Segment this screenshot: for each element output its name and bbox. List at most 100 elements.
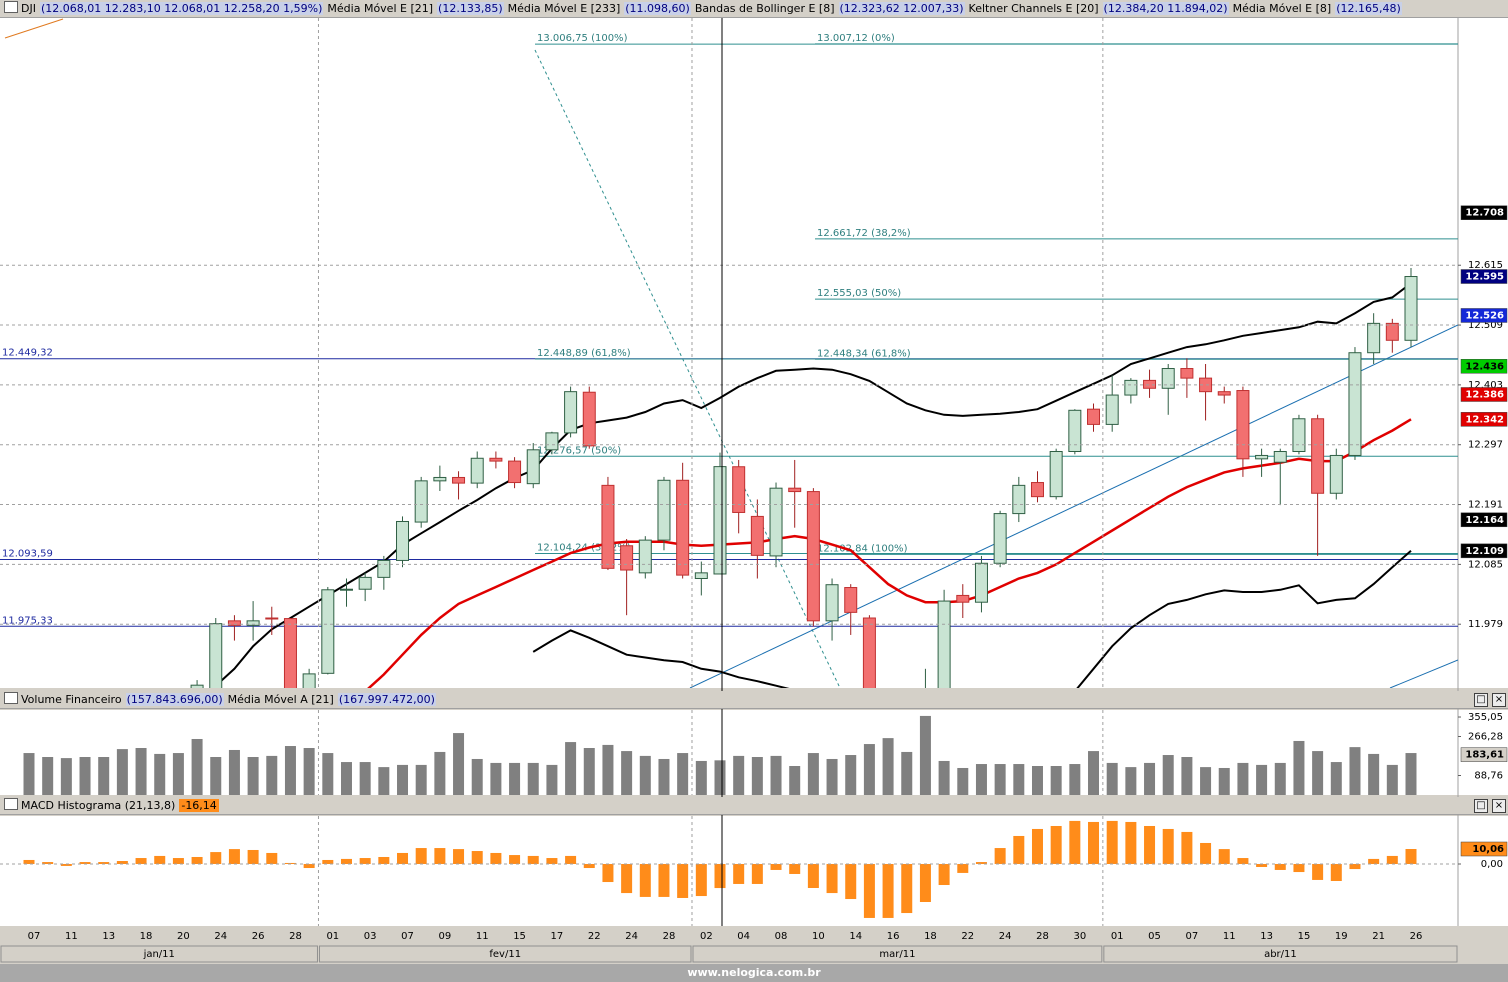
bar	[1330, 863, 1342, 881]
candle-body	[1255, 454, 1269, 460]
y-tick-label: 355,05	[1468, 712, 1503, 723]
macd-plot	[0, 816, 1458, 926]
bar	[1405, 753, 1417, 795]
price-tag-label: 12.342	[1465, 414, 1504, 425]
level-label: 12.093,59	[2, 549, 53, 560]
indicator-value: (167.997.472,00)	[337, 693, 436, 706]
bar	[1050, 766, 1062, 795]
bar	[284, 746, 296, 795]
candle-body	[676, 479, 690, 576]
bar	[957, 863, 969, 873]
y-tick-label: 12.191	[1468, 500, 1503, 511]
bar	[695, 760, 707, 795]
x-tick-label: 24	[625, 931, 638, 942]
y-tick-label: 11.979	[1468, 619, 1503, 630]
bar	[938, 863, 950, 886]
candle-body	[302, 673, 316, 688]
panel-value: -16,14	[179, 799, 219, 812]
x-tick-label: 20	[177, 931, 190, 942]
fib-label: 13.007,12 (0%)	[817, 33, 895, 44]
indicator-value: (12.384,20 11.894,02)	[1102, 2, 1229, 15]
bar	[1218, 849, 1230, 864]
volume-plot	[23, 710, 1417, 795]
maximize-button[interactable]: □	[1474, 799, 1488, 813]
candle-body	[414, 480, 428, 523]
bar	[98, 862, 110, 864]
bar	[116, 861, 128, 864]
candle-body	[582, 391, 596, 447]
x-tick-label: 18	[140, 931, 153, 942]
bar	[1312, 751, 1324, 795]
price-tag-label: 12.708	[1465, 208, 1504, 219]
bar	[1274, 863, 1286, 870]
panel-icon	[4, 692, 18, 704]
bar	[789, 766, 801, 795]
close-button[interactable]: ×	[1492, 799, 1506, 813]
x-tick-label: 28	[663, 931, 676, 942]
candle-body	[1385, 322, 1399, 341]
month-label: mar/11	[879, 949, 915, 960]
price-tag-label: 12.386	[1465, 389, 1504, 400]
bar	[658, 863, 670, 897]
x-tick-label: 10	[812, 931, 825, 942]
x-tick-label: 16	[887, 931, 900, 942]
bar	[714, 760, 726, 795]
bar	[42, 862, 54, 864]
x-tick-label: 22	[588, 931, 601, 942]
price-tag	[1460, 205, 1508, 220]
bar	[770, 863, 782, 870]
candle-body	[638, 539, 652, 574]
bar	[789, 863, 801, 874]
bar	[1125, 821, 1137, 864]
fib-label: 12.448,34 (61,8%)	[817, 348, 911, 359]
candle-body	[1199, 377, 1213, 393]
panel-value: (157.843.696,00)	[125, 693, 224, 706]
candle-body	[1030, 482, 1044, 498]
bar	[1088, 751, 1100, 795]
bar	[901, 863, 913, 914]
x-tick-label: 15	[513, 931, 526, 942]
candle-body	[825, 584, 839, 622]
bar	[733, 863, 745, 884]
candle-body	[564, 391, 578, 434]
month-cell	[0, 945, 318, 963]
bar	[210, 852, 222, 864]
bar	[490, 852, 502, 864]
bar	[919, 715, 931, 795]
panel-title: Volume Financeiro	[21, 693, 122, 706]
candle-body	[377, 559, 391, 578]
candle-body	[694, 572, 708, 579]
bar	[79, 862, 91, 864]
bar	[583, 747, 595, 795]
indicator-name: Keltner Channels E [20]	[968, 2, 1099, 15]
bar	[1088, 821, 1100, 864]
bar	[1144, 762, 1156, 795]
bar	[303, 747, 315, 795]
bar	[1069, 820, 1081, 864]
bar	[677, 863, 689, 898]
candle-body	[937, 600, 951, 688]
x-tick-label: 11	[65, 931, 78, 942]
bar	[1013, 835, 1025, 864]
bar	[658, 758, 670, 795]
close-button[interactable]: ×	[1492, 693, 1506, 707]
bar	[527, 762, 539, 795]
bar	[322, 753, 334, 795]
main-panel	[0, 18, 1508, 688]
indicator-name: Média Móvel E [233]	[507, 2, 621, 15]
bar	[677, 753, 689, 795]
bar	[807, 863, 819, 888]
candle-body	[844, 587, 858, 613]
bar	[23, 753, 35, 795]
candle-body	[1292, 418, 1306, 452]
bar	[116, 749, 128, 795]
price-tag-label: 183,61	[1465, 750, 1504, 761]
price-tag	[1460, 512, 1508, 528]
candle-body	[806, 491, 820, 622]
candle-body	[657, 479, 671, 541]
bar	[957, 767, 969, 795]
maximize-button[interactable]: □	[1474, 693, 1488, 707]
bar	[863, 744, 875, 795]
candle-body	[433, 476, 447, 482]
candle-body	[1049, 450, 1063, 498]
